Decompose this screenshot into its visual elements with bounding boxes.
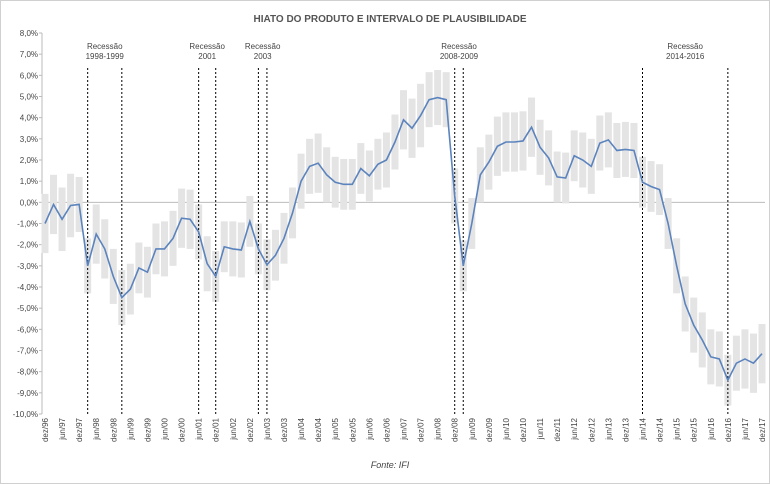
y-tick-label: -8,0% (17, 368, 38, 377)
x-tick-label: dez/05 (348, 417, 357, 442)
y-tick-label: -4,0% (17, 283, 38, 292)
x-tick-label: dez/96 (41, 417, 50, 442)
chart-title: HIATO DO PRODUTO E INTERVALO DE PLAUSIBI… (254, 14, 527, 25)
x-tick-label: jun/06 (365, 417, 374, 440)
recession-label: Recessão (87, 42, 123, 51)
x-tick-label: jun/09 (468, 417, 477, 440)
x-tick-label: dez/06 (382, 417, 391, 442)
x-tick-label: dez/11 (553, 417, 562, 441)
x-tick-label: jun/99 (126, 417, 135, 440)
y-tick-label: 2,0% (20, 156, 38, 165)
y-tick-label: -3,0% (17, 262, 38, 271)
x-tick-label: jun/05 (331, 417, 340, 440)
recession-label: Recessão (441, 42, 477, 51)
y-tick-label: 1,0% (20, 177, 38, 186)
x-tick-label: jun/07 (400, 417, 409, 440)
y-tick-label: -7,0% (17, 347, 38, 356)
x-tick-label: dez/13 (621, 417, 630, 442)
recession-label: 2014-2016 (666, 52, 705, 61)
line (44, 96, 763, 383)
y-tick-label: 6,0% (20, 71, 38, 80)
y-tick-label: -10,0% (13, 410, 38, 419)
recession-label: 2003 (254, 52, 272, 61)
x-tick-label: jun/12 (570, 417, 579, 440)
x-tick-label: jun/97 (58, 417, 67, 440)
y-tick-label: -9,0% (17, 389, 38, 398)
x-tick-label: jun/00 (161, 417, 170, 440)
x-tick-label: jun/02 (229, 417, 238, 440)
x-tick-label: dez/99 (143, 417, 152, 442)
x-tick-label: dez/01 (212, 417, 221, 442)
x-tick-label: dez/98 (109, 417, 118, 442)
x-tick-label: dez/14 (656, 417, 665, 442)
x-tick-label: jun/14 (639, 417, 648, 440)
x-tick-label: dez/07 (417, 417, 426, 442)
x-tick-label: jun/08 (434, 417, 443, 440)
x-tick-label: dez/10 (519, 417, 528, 442)
recession-label: 2001 (198, 52, 216, 61)
recession-label: 2008-2009 (440, 52, 479, 61)
x-tick-label: dez/08 (451, 417, 460, 442)
x-tick-label: dez/03 (280, 417, 289, 442)
x-tick-label: jun/13 (604, 417, 613, 440)
y-tick-label: -6,0% (17, 325, 38, 334)
source: Fonte: IFI (371, 460, 410, 470)
y-tick-label: 4,0% (20, 114, 38, 123)
recession-label: Recessão (245, 42, 281, 51)
recession-label: 1998-1999 (86, 52, 125, 61)
y-tick-label: 0,0% (20, 198, 38, 207)
y-tick-label: -2,0% (17, 241, 38, 250)
x-tick-label: dez/16 (724, 417, 733, 442)
x-tick-label: jun/11 (536, 417, 545, 440)
x-tick-label: dez/15 (690, 417, 699, 442)
y-tick-label: 5,0% (20, 93, 38, 102)
x-tick-label: jun/01 (195, 417, 204, 440)
y-tick-label: 7,0% (20, 50, 38, 59)
y-tick-label: -5,0% (17, 304, 38, 313)
recession-label: Recessão (189, 42, 225, 51)
x-tick-label: jun/16 (707, 417, 716, 440)
x-tick-label: jun/03 (263, 417, 272, 440)
y-tick-label: 3,0% (20, 135, 38, 144)
x-tick-label: dez/04 (314, 417, 323, 442)
x-tick-label: dez/12 (587, 417, 596, 442)
x-tick-label: jun/10 (502, 417, 511, 440)
x-tick-label: dez/02 (246, 417, 255, 442)
x-tick-label: dez/17 (758, 417, 767, 442)
x-tick-label: jun/04 (297, 417, 306, 440)
x-tick-label: dez/97 (75, 417, 84, 442)
y-tick-label: -1,0% (17, 220, 38, 229)
x-tick-label: dez/09 (485, 417, 494, 442)
y-tick-label: 8,0% (20, 29, 38, 38)
x-tick-label: dez/00 (178, 417, 187, 442)
x-tick-label: jun/98 (92, 417, 101, 440)
x-tick-label: jun/15 (673, 417, 682, 440)
x-tick-label: jun/17 (741, 417, 750, 440)
recession-label: Recessão (667, 42, 703, 51)
